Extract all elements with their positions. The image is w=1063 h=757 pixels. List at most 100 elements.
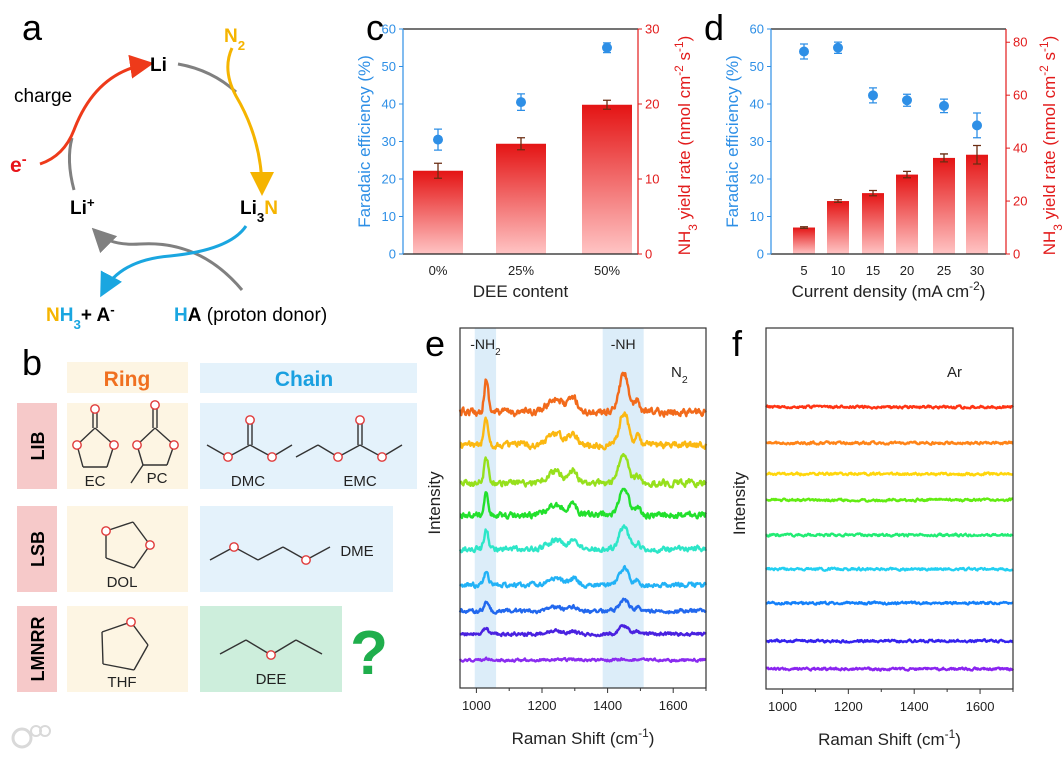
oxygen-atom bbox=[266, 650, 276, 660]
yield-bar bbox=[582, 104, 632, 254]
chain-header-bg bbox=[200, 363, 417, 393]
bond bbox=[101, 621, 132, 633]
molecule-thf: THF bbox=[101, 617, 149, 691]
yield-bar bbox=[966, 154, 988, 254]
fe-point bbox=[516, 97, 526, 108]
left-tick-label: 30 bbox=[382, 134, 396, 149]
x-tick-label: 1600 bbox=[659, 698, 688, 713]
right-tick-label: 20 bbox=[1013, 194, 1027, 209]
molecule-label-pc: PC bbox=[147, 470, 168, 487]
x-tick-label: 1200 bbox=[834, 699, 863, 714]
left-y-axis-label: Faradaic efficiency (%) bbox=[355, 55, 374, 228]
yield-bar bbox=[862, 193, 884, 254]
li-label: Li bbox=[150, 55, 167, 76]
yield-bar bbox=[896, 174, 918, 254]
n2-arrow bbox=[226, 47, 274, 196]
left-y-axis-label: Faradaic efficiency (%) bbox=[723, 55, 742, 228]
n2-label-part: N bbox=[224, 26, 238, 47]
electron-label: e- bbox=[10, 152, 27, 177]
category-label: 5 bbox=[800, 263, 807, 278]
question-mark: ? bbox=[350, 619, 388, 688]
left-tick-label: 10 bbox=[382, 209, 396, 224]
left-tick-label: 20 bbox=[382, 172, 396, 187]
molecule-label-dme: DME bbox=[340, 543, 373, 560]
left-tick-label: 0 bbox=[389, 247, 396, 262]
yield-bar bbox=[496, 143, 546, 254]
products-label-part: N bbox=[46, 305, 60, 326]
li-plus-label-part: + bbox=[87, 195, 95, 210]
right-tick-label: 80 bbox=[1013, 35, 1027, 50]
x-axis-label-part: ) bbox=[980, 282, 986, 301]
yield-bar bbox=[933, 157, 955, 254]
right-y-axis-label-part: 3 bbox=[686, 224, 700, 231]
proton-donor-label: HA (proton donor) bbox=[174, 305, 327, 326]
left-tick-label: 30 bbox=[750, 134, 764, 149]
x-axis-label-part: -1 bbox=[638, 726, 649, 740]
n2-label-part: 2 bbox=[238, 38, 245, 53]
cycle-arc-liplus-to-li bbox=[67, 137, 76, 191]
right-tick-label: 30 bbox=[645, 22, 659, 37]
x-axis-label-part: Current density (mA cm bbox=[792, 282, 970, 301]
right-y-axis-label: NH3 yield rate (nmol cm-2 s-1) bbox=[672, 36, 700, 256]
x-axis-label: Raman Shift (cm-1) bbox=[512, 726, 655, 748]
yield-error-bar bbox=[434, 162, 442, 179]
right-tick-label: 20 bbox=[645, 97, 659, 112]
bond bbox=[219, 639, 247, 655]
ring-header: Ring bbox=[104, 368, 151, 391]
chain-cell-bg bbox=[200, 403, 417, 489]
left-tick-label: 60 bbox=[382, 22, 396, 37]
x-axis-label: DEE content bbox=[473, 282, 569, 301]
bond bbox=[133, 644, 149, 671]
oxygen-atom bbox=[301, 555, 311, 565]
yield-error-bar bbox=[517, 137, 525, 151]
right-y-axis-label-part: -2 bbox=[672, 65, 686, 76]
molecule-label-dee: DEE bbox=[256, 671, 287, 688]
n2-label: N2 bbox=[224, 26, 245, 53]
yield-error-bar bbox=[603, 99, 611, 110]
molecule-label-thf: THF bbox=[107, 674, 136, 691]
li-plus-label: Li+ bbox=[70, 195, 95, 220]
yield-error-bar bbox=[903, 170, 911, 179]
right-y-axis-label-part: yield rate (nmol cm bbox=[675, 76, 694, 224]
products-label-part: - bbox=[110, 302, 114, 317]
oxygen-atom bbox=[267, 452, 277, 462]
raman-trace bbox=[458, 524, 708, 554]
watermark-shape bbox=[39, 725, 51, 737]
molecule-dme: DME bbox=[209, 542, 374, 565]
fe-point bbox=[972, 120, 982, 131]
bond bbox=[130, 464, 144, 484]
cycle-arc-ha-to-liplus bbox=[91, 227, 244, 291]
raman-trace bbox=[459, 487, 707, 520]
highlight-band bbox=[474, 328, 497, 688]
band-label-part: -NH bbox=[470, 336, 495, 352]
panel-letter-c: c bbox=[366, 7, 384, 48]
proton-donor-label-part: (proton donor) bbox=[201, 305, 327, 326]
left-tick-label: 0 bbox=[757, 247, 764, 262]
left-tick-label: 20 bbox=[750, 172, 764, 187]
li3n-label-part: Li bbox=[240, 198, 257, 219]
category-label: 0% bbox=[429, 263, 448, 278]
right-y-axis-label-part: ) bbox=[1040, 36, 1059, 42]
panel-letter-e: e bbox=[425, 323, 445, 364]
right-tick-label: 10 bbox=[645, 172, 659, 187]
yield-bar bbox=[793, 227, 815, 254]
raman-trace bbox=[765, 497, 1014, 503]
molecule-label-emc: EMC bbox=[343, 473, 377, 490]
right-y-axis-label: NH3 yield rate (nmol cm-2 s-1) bbox=[1037, 36, 1063, 256]
right-tick-label: 60 bbox=[1013, 88, 1027, 103]
band-label: -NH2 bbox=[470, 336, 500, 358]
proton-donor-label-part: H bbox=[174, 305, 188, 326]
raman-trace bbox=[458, 656, 707, 663]
molecule-dmc: DMC bbox=[206, 415, 293, 490]
raman-trace bbox=[765, 600, 1014, 606]
fe-point bbox=[602, 42, 612, 53]
x-axis-label-part: ) bbox=[955, 730, 961, 749]
panel-c-chart: c 0 10 20 30 40 50 60 0 10 20 30 0% 25% 50% DEE content… bbox=[355, 7, 700, 301]
yield-bar bbox=[827, 201, 849, 254]
oxygen-atom bbox=[333, 452, 343, 462]
ring-cell-bg bbox=[67, 506, 188, 592]
fe-point bbox=[868, 90, 878, 101]
products-label-part: + A bbox=[81, 305, 111, 326]
raman-trace bbox=[765, 532, 1014, 538]
band-label-part: -NH bbox=[611, 336, 636, 352]
